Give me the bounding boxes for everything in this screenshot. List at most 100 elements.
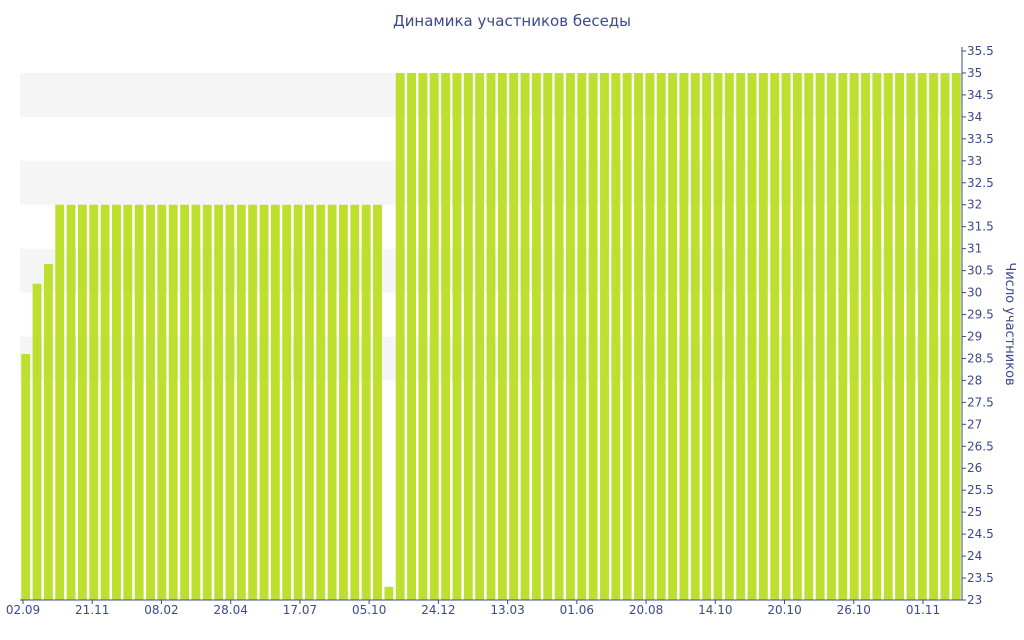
bar — [747, 72, 757, 600]
x-tick-label: 28.04 — [214, 603, 248, 617]
x-tick-label: 05.10 — [352, 603, 386, 617]
bar — [282, 204, 292, 600]
bar — [270, 204, 280, 600]
bar — [259, 204, 269, 600]
bar — [702, 72, 712, 600]
bar — [225, 204, 235, 600]
y-tick-label: 27 — [967, 417, 982, 431]
x-tick-label: 24.12 — [421, 603, 455, 617]
bar — [339, 204, 348, 600]
bar — [770, 72, 780, 600]
y-tick-label: 24 — [967, 549, 982, 563]
y-tick-label: 26.5 — [967, 439, 994, 453]
x-tick-label: 08.02 — [144, 603, 178, 617]
y-tick-label: 29 — [967, 329, 982, 343]
bar — [395, 72, 405, 600]
x-tick-label: 02.09 — [6, 603, 40, 617]
bars — [21, 72, 961, 600]
y-tick-label: 31.5 — [967, 220, 994, 234]
bar — [679, 72, 689, 600]
bar — [600, 72, 609, 600]
bar — [566, 72, 575, 600]
y-axis: 23 23.5 24 24.5 25 25.5 26 26.5 27 27.5 28 28.5 29 29… — [961, 44, 994, 607]
bar — [21, 354, 31, 600]
y-axis-title: Число участников — [1002, 262, 1017, 385]
bar — [861, 72, 870, 600]
bar — [327, 204, 337, 600]
y-tick-label: 28 — [967, 373, 982, 387]
bar — [804, 72, 814, 600]
bar — [531, 72, 541, 600]
x-tick-label: 26.10 — [837, 603, 871, 617]
y-tick-label: 25.5 — [967, 483, 994, 497]
bar — [180, 204, 189, 600]
bar — [543, 72, 553, 600]
bar — [214, 204, 224, 600]
x-tick-label: 20.08 — [629, 603, 663, 617]
bar — [123, 204, 133, 600]
bar — [668, 72, 678, 600]
y-tick-label: 34.5 — [967, 88, 994, 102]
bar — [713, 72, 723, 600]
bar — [293, 204, 303, 600]
y-tick-label: 27.5 — [967, 395, 994, 409]
bar — [577, 72, 587, 600]
bar — [112, 204, 121, 600]
bar — [304, 204, 314, 600]
chart-title: Динамика участников беседы — [392, 12, 632, 30]
bar — [32, 283, 42, 600]
bar — [475, 72, 485, 600]
bar — [146, 204, 155, 600]
y-tick-label: 23 — [967, 593, 982, 607]
y-tick-label: 28.5 — [967, 351, 994, 365]
x-tick-label: 13.03 — [490, 603, 524, 617]
x-tick-label: 01.06 — [560, 603, 594, 617]
x-tick-label: 21.11 — [75, 603, 109, 617]
bar — [940, 72, 950, 600]
bar — [793, 72, 802, 600]
bar — [89, 204, 99, 600]
bar — [690, 72, 700, 600]
y-tick-label: 35 — [967, 66, 982, 80]
y-tick-label: 24.5 — [967, 527, 994, 541]
bar — [55, 204, 65, 600]
bar — [168, 204, 178, 600]
bar — [815, 72, 825, 600]
bar — [622, 72, 632, 600]
y-tick-label: 25 — [967, 505, 982, 519]
bar — [883, 72, 893, 600]
bar — [872, 72, 882, 600]
bar — [645, 72, 655, 600]
bar — [906, 72, 916, 600]
bar — [827, 72, 836, 600]
bar — [407, 72, 416, 600]
bar — [248, 204, 258, 600]
y-tick-label: 33 — [967, 154, 982, 168]
bar — [134, 204, 144, 600]
x-tick-label: 01.11 — [906, 603, 940, 617]
bar — [316, 204, 326, 600]
bar — [452, 72, 462, 600]
bar — [849, 72, 859, 600]
bar — [951, 72, 961, 600]
bar — [350, 204, 360, 600]
bar — [463, 72, 473, 600]
bar — [758, 72, 768, 600]
bar — [917, 72, 927, 600]
y-tick-label: 26 — [967, 461, 982, 475]
y-tick-label: 32.5 — [967, 176, 994, 190]
bar — [43, 264, 53, 600]
bar — [429, 72, 439, 600]
y-tick-label: 32 — [967, 198, 982, 212]
y-tick-label: 29.5 — [967, 308, 994, 322]
bar — [100, 204, 110, 600]
x-tick-label: 20.10 — [767, 603, 801, 617]
bar — [486, 72, 496, 600]
bar — [781, 72, 791, 600]
bar — [441, 72, 451, 600]
bar — [656, 72, 666, 600]
y-tick-label: 30 — [967, 286, 982, 300]
x-axis: 02.09 21.11 08.02 28.04 17.07 05.10 24.12 13.03… — [6, 599, 962, 617]
